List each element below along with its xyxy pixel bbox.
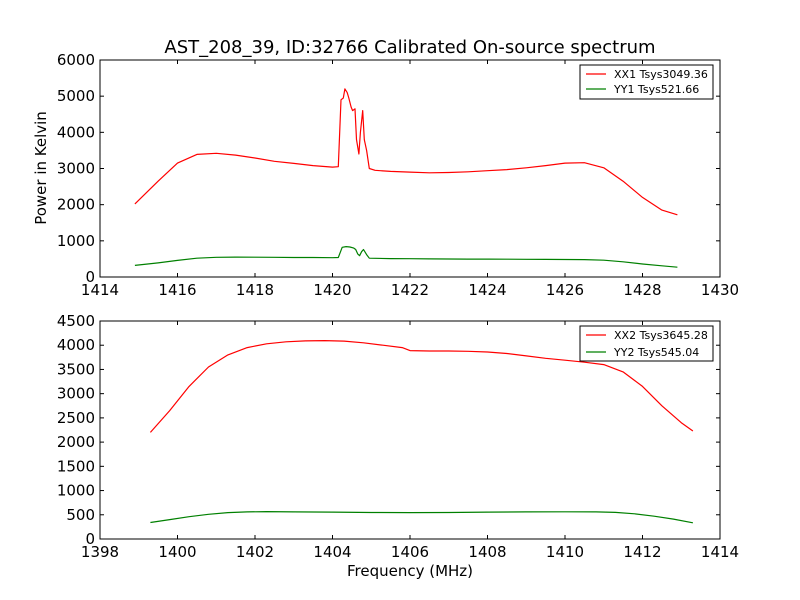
- bottom-y-tick-label: 2000: [57, 433, 95, 451]
- top-y-tick-label: 3000: [57, 160, 95, 178]
- top-x-tick-label: 1416: [158, 281, 196, 299]
- bottom-y-tick-label: 4500: [57, 312, 95, 330]
- top-series-line-yy1: [134, 246, 678, 268]
- bottom-legend-box: [579, 325, 714, 362]
- top-y-tick-label: 0: [85, 268, 95, 286]
- top-x-tick-label: 1420: [313, 281, 351, 299]
- bottom-y-tick-label: 1500: [57, 457, 95, 475]
- bottom-x-tick-label: 1400: [158, 543, 196, 561]
- bottom-y-tick-label: 0: [85, 530, 95, 548]
- top-series-line-xx1: [134, 88, 678, 216]
- top-legend-label-xx1: XX1 Tsys3049.36: [614, 68, 708, 81]
- bottom-series-group: [149, 340, 694, 524]
- top-x-tick-label: 1422: [391, 281, 429, 299]
- bottom-x-tick-label: 1410: [546, 543, 584, 561]
- top-subplot: 1414 1416 1418 1420 1422 1424 1426 1428 1430 0 100…: [32, 51, 739, 299]
- top-y-tick-label: 1000: [57, 232, 95, 250]
- top-x-tick-label: 1428: [623, 281, 661, 299]
- top-y-tick-label: 5000: [57, 87, 95, 105]
- bottom-x-tick-label: 1408: [468, 543, 506, 561]
- bottom-subplot: 1398 1400 1402 1404 1406 1408 1410 1412 1414 0 500…: [57, 312, 739, 580]
- bottom-y-tick-label: 2500: [57, 409, 95, 427]
- top-y-tick-label: 4000: [57, 123, 95, 141]
- top-legend: XX1 Tsys3049.36 YY1 Tsys521.66: [579, 64, 714, 100]
- bottom-series-line-yy2: [150, 511, 694, 524]
- bottom-y-tick-label: 500: [66, 506, 95, 524]
- top-y-axis-label: Power in Kelvin: [32, 111, 50, 225]
- bottom-legend-label-yy2: YY2 Tsys545.04: [613, 346, 699, 359]
- bottom-series-line-xx2: [149, 340, 694, 433]
- top-series-group: [134, 88, 678, 268]
- top-x-tick-label: 1414: [81, 281, 119, 299]
- top-y-tick-label: 2000: [57, 196, 95, 214]
- bottom-x-tick-label: 1404: [313, 543, 351, 561]
- top-legend-label-yy1: YY1 Tsys521.66: [613, 83, 699, 96]
- bottom-legend: XX2 Tsys3645.28 YY2 Tsys545.04: [579, 325, 714, 362]
- top-x-tick-label: 1430: [701, 281, 739, 299]
- bottom-x-tick-label: 1398: [81, 543, 119, 561]
- bottom-x-axis-label: Frequency (MHz): [347, 562, 473, 580]
- top-legend-box: [579, 64, 714, 100]
- bottom-x-tick-label: 1406: [391, 543, 429, 561]
- top-x-tick-label: 1424: [468, 281, 506, 299]
- bottom-legend-label-xx2: XX2 Tsys3645.28: [614, 329, 708, 342]
- top-axes-group: 1414 1416 1418 1420 1422 1424 1426 1428 1430 0 100…: [57, 51, 739, 299]
- bottom-y-tick-label: 3500: [57, 360, 95, 378]
- top-x-tick-label: 1418: [236, 281, 274, 299]
- top-y-tick-label: 6000: [57, 51, 95, 69]
- bottom-y-tick-label: 1000: [57, 482, 95, 500]
- bottom-y-tick-label: 4000: [57, 336, 95, 354]
- bottom-axes-group: 1398 1400 1402 1404 1406 1408 1410 1412 1414 0 500…: [57, 312, 739, 561]
- bottom-x-tick-label: 1402: [236, 543, 274, 561]
- top-x-tick-label: 1426: [546, 281, 584, 299]
- chart-title: AST_208_39, ID:32766 Calibrated On-sourc…: [164, 37, 655, 58]
- bottom-y-tick-label: 3000: [57, 385, 95, 403]
- bottom-x-tick-label: 1412: [623, 543, 661, 561]
- bottom-x-tick-label: 1414: [701, 543, 739, 561]
